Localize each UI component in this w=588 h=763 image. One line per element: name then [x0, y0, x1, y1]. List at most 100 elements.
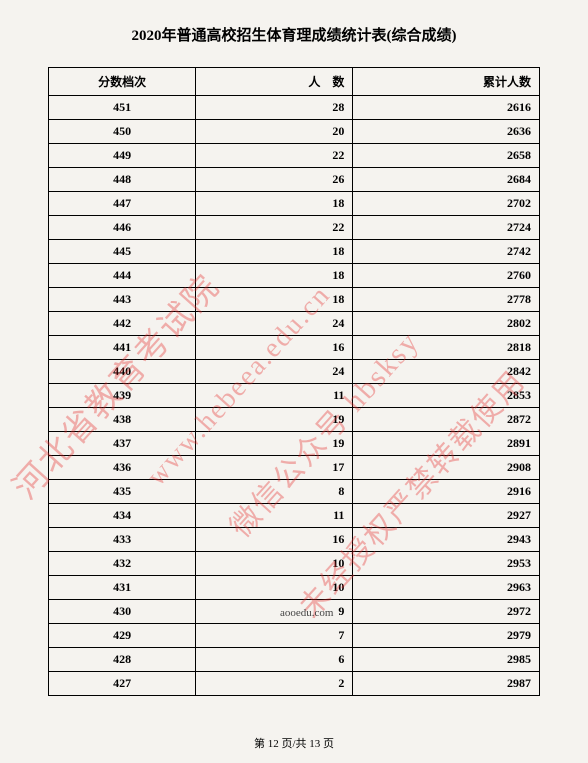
- table-header: 分数档次 人 数 累计人数: [49, 68, 540, 96]
- cell-score: 450: [49, 120, 196, 144]
- table-row: 42722987: [49, 672, 540, 696]
- table-row: 42972979: [49, 624, 540, 648]
- cell-cumulative: 2742: [353, 240, 540, 264]
- cell-count: 22: [196, 216, 353, 240]
- cell-cumulative: 2636: [353, 120, 540, 144]
- cell-cumulative: 2987: [353, 672, 540, 696]
- table-row: 440242842: [49, 360, 540, 384]
- small-watermark: aooedu.com: [280, 607, 333, 619]
- table-row: 436172908: [49, 456, 540, 480]
- cell-count: 24: [196, 360, 353, 384]
- cell-score: 434: [49, 504, 196, 528]
- page-container: 2020年普通高校招生体育理成绩统计表(综合成绩) 分数档次 人 数 累计人数 …: [0, 0, 588, 763]
- cell-cumulative: 2972: [353, 600, 540, 624]
- table-header-row: 分数档次 人 数 累计人数: [49, 68, 540, 96]
- page-title: 2020年普通高校招生体育理成绩统计表(综合成绩): [48, 24, 540, 45]
- cell-count: 22: [196, 144, 353, 168]
- cell-cumulative: 2802: [353, 312, 540, 336]
- cell-count: 19: [196, 408, 353, 432]
- cell-count: 18: [196, 192, 353, 216]
- table-body: 4512826164502026364492226584482626844471…: [49, 96, 540, 696]
- score-table: 分数档次 人 数 累计人数 45128261645020263644922265…: [48, 67, 540, 696]
- cell-cumulative: 2985: [353, 648, 540, 672]
- cell-count: 18: [196, 264, 353, 288]
- table-row: 433162943: [49, 528, 540, 552]
- cell-score: 444: [49, 264, 196, 288]
- cell-score: 438: [49, 408, 196, 432]
- cell-cumulative: 2908: [353, 456, 540, 480]
- cell-cumulative: 2842: [353, 360, 540, 384]
- cell-cumulative: 2979: [353, 624, 540, 648]
- cell-cumulative: 2724: [353, 216, 540, 240]
- cell-score: 446: [49, 216, 196, 240]
- table-row: 450202636: [49, 120, 540, 144]
- cell-count: 18: [196, 240, 353, 264]
- cell-count: 11: [196, 504, 353, 528]
- cell-cumulative: 2953: [353, 552, 540, 576]
- cell-count: 8: [196, 480, 353, 504]
- cell-count: 2: [196, 672, 353, 696]
- table-row: 439112853: [49, 384, 540, 408]
- cell-cumulative: 2927: [353, 504, 540, 528]
- cell-cumulative: 2658: [353, 144, 540, 168]
- cell-count: 18: [196, 288, 353, 312]
- table-row: 449222658: [49, 144, 540, 168]
- cell-score: 433: [49, 528, 196, 552]
- cell-cumulative: 2684: [353, 168, 540, 192]
- cell-cumulative: 2891: [353, 432, 540, 456]
- cell-count: 26: [196, 168, 353, 192]
- cell-count: 16: [196, 336, 353, 360]
- cell-count: 16: [196, 528, 353, 552]
- cell-cumulative: 2872: [353, 408, 540, 432]
- cell-count: 6: [196, 648, 353, 672]
- table-row: 432102953: [49, 552, 540, 576]
- cell-score: 439: [49, 384, 196, 408]
- cell-count: 7: [196, 624, 353, 648]
- page-footer: 第 12 页/共 13 页: [0, 735, 588, 751]
- cell-score: 430: [49, 600, 196, 624]
- cell-cumulative: 2818: [353, 336, 540, 360]
- cell-cumulative: 2778: [353, 288, 540, 312]
- cell-score: 431: [49, 576, 196, 600]
- table-row: 451282616: [49, 96, 540, 120]
- table-row: 446222724: [49, 216, 540, 240]
- cell-score: 447: [49, 192, 196, 216]
- cell-count: 17: [196, 456, 353, 480]
- cell-score: 429: [49, 624, 196, 648]
- table-row: 444182760: [49, 264, 540, 288]
- table-row: 438192872: [49, 408, 540, 432]
- table-row: 445182742: [49, 240, 540, 264]
- table-row: 448262684: [49, 168, 540, 192]
- table-row: 43582916: [49, 480, 540, 504]
- cell-count: 10: [196, 576, 353, 600]
- cell-cumulative: 2853: [353, 384, 540, 408]
- table-row: 442242802: [49, 312, 540, 336]
- header-cumulative: 累计人数: [353, 68, 540, 96]
- cell-score: 449: [49, 144, 196, 168]
- cell-count: 19: [196, 432, 353, 456]
- table-row: 431102963: [49, 576, 540, 600]
- cell-score: 448: [49, 168, 196, 192]
- cell-score: 441: [49, 336, 196, 360]
- cell-cumulative: 2943: [353, 528, 540, 552]
- cell-score: 443: [49, 288, 196, 312]
- cell-score: 440: [49, 360, 196, 384]
- cell-cumulative: 2616: [353, 96, 540, 120]
- cell-score: 445: [49, 240, 196, 264]
- cell-score: 451: [49, 96, 196, 120]
- cell-count: 10: [196, 552, 353, 576]
- cell-count: 28: [196, 96, 353, 120]
- cell-score: 432: [49, 552, 196, 576]
- header-count: 人 数: [196, 68, 353, 96]
- table-row: 447182702: [49, 192, 540, 216]
- cell-count: 11: [196, 384, 353, 408]
- table-row: 434112927: [49, 504, 540, 528]
- header-score: 分数档次: [49, 68, 196, 96]
- cell-cumulative: 2702: [353, 192, 540, 216]
- cell-cumulative: 2760: [353, 264, 540, 288]
- cell-score: 427: [49, 672, 196, 696]
- cell-cumulative: 2963: [353, 576, 540, 600]
- cell-score: 435: [49, 480, 196, 504]
- table-row: 441162818: [49, 336, 540, 360]
- cell-score: 442: [49, 312, 196, 336]
